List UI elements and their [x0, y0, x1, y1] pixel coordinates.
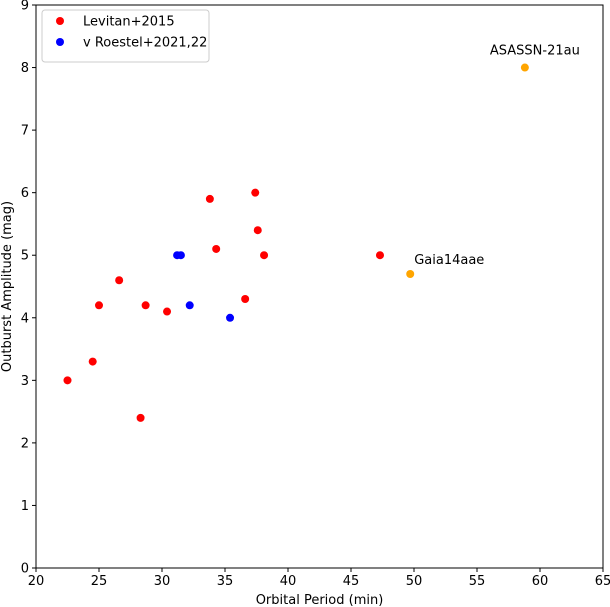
y-tick-label: 8 [21, 61, 29, 76]
annotations: Gaia14aae ASASSN-21au [414, 44, 580, 268]
y-tick-label: 9 [21, 0, 29, 14]
data-point-series-0 [251, 188, 260, 197]
y-tick-label: 1 [21, 499, 29, 514]
y-tick-label: 2 [21, 436, 29, 451]
y-axis-label: Outburst Amplitude (mag) [0, 201, 15, 372]
x-tick-label: 25 [91, 574, 108, 589]
data-point-series-0 [63, 376, 72, 385]
x-tick-label: 35 [217, 574, 234, 589]
x-tick-label: 60 [532, 574, 549, 589]
data-point-series-0 [95, 301, 103, 310]
legend-box [41, 9, 210, 63]
data-points [63, 63, 529, 422]
data-point-series-0 [375, 251, 384, 260]
data-point-series-0 [115, 276, 124, 285]
data-point-series-0 [241, 295, 250, 304]
data-point-series-0 [205, 194, 214, 203]
plot-frame [35, 4, 604, 569]
data-point-series-0 [141, 301, 150, 310]
x-tick-label: 45 [343, 574, 360, 589]
x-tick-label: 20 [28, 574, 45, 589]
x-axis-ticks: 20 25 30 35 40 45 50 55 60 65 [28, 568, 610, 589]
annotation-label: Gaia14aae [414, 253, 484, 268]
legend-label: Levitan+2015 [83, 15, 175, 30]
x-tick-label: 65 [595, 574, 610, 589]
data-point-series-0 [212, 244, 221, 253]
y-tick-label: 0 [21, 562, 29, 577]
y-tick-label: 5 [21, 249, 29, 264]
annotation-label: ASASSN-21au [490, 44, 580, 59]
data-point-series-0 [253, 226, 262, 235]
x-tick-label: 55 [469, 574, 486, 589]
y-axis-ticks: 0 1 2 3 4 5 6 7 8 9 [21, 0, 36, 577]
x-tick-label: 30 [154, 574, 171, 589]
data-point-series-2 [520, 63, 529, 72]
y-tick-label: 3 [21, 374, 29, 389]
data-point-series-0 [136, 413, 145, 422]
data-point-series-1 [185, 301, 194, 310]
data-point-series-1 [176, 251, 185, 260]
legend: Levitan+2015 v Roestel+2021,22 [41, 9, 210, 63]
data-point-series-0 [260, 251, 269, 260]
plot-area [35, 4, 604, 569]
y-tick-label: 7 [21, 124, 29, 139]
data-point-series-1 [226, 313, 235, 322]
data-point-series-2 [406, 269, 415, 278]
y-tick-label: 4 [21, 311, 29, 326]
legend-label: v Roestel+2021,22 [83, 36, 207, 51]
data-point-series-0 [163, 307, 172, 316]
legend-marker [56, 38, 64, 46]
x-axis-label: Orbital Period (min) [256, 593, 384, 607]
x-tick-label: 40 [280, 574, 297, 589]
x-tick-label: 50 [406, 574, 423, 589]
legend-marker [56, 17, 64, 25]
y-tick-label: 6 [21, 186, 29, 201]
data-point-series-0 [88, 357, 97, 366]
